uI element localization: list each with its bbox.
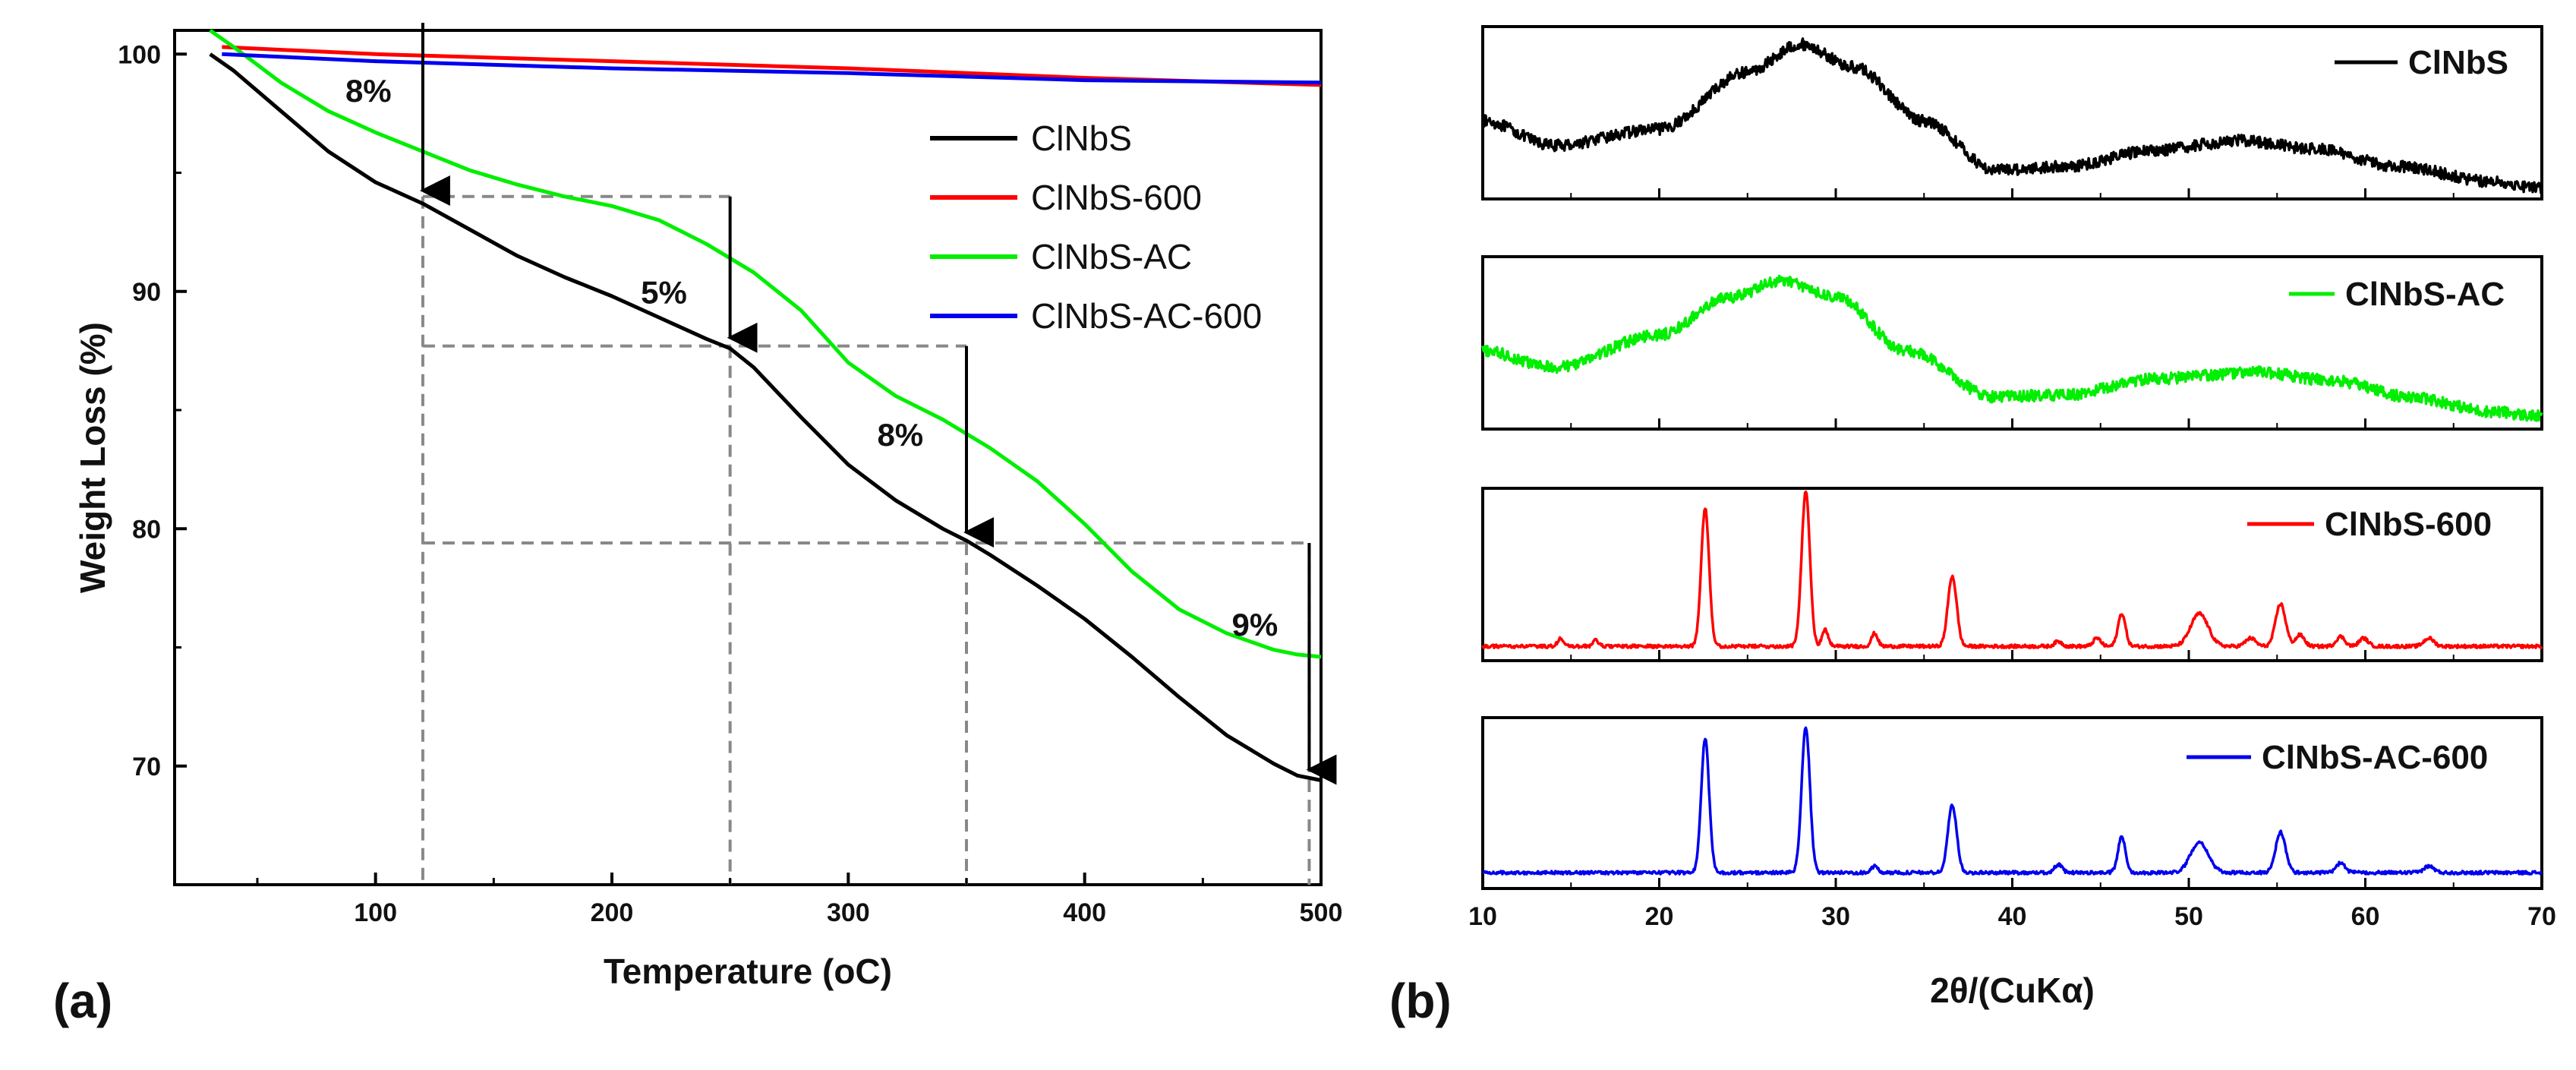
xrd-x-tick-label: 50 bbox=[2174, 902, 2203, 931]
legend-label-clnbs-ac-600: ClNbS-AC-600 bbox=[1031, 296, 1262, 336]
y-tick-label: 80 bbox=[132, 515, 161, 544]
y-tick-label: 90 bbox=[132, 278, 161, 307]
panel-a-series bbox=[209, 28, 1322, 782]
xrd-x-tick-label: 10 bbox=[1468, 902, 1497, 931]
panel-a-arrows bbox=[419, 23, 1337, 785]
x-tick-label: 500 bbox=[1300, 898, 1343, 927]
xrd-pattern-clnbs bbox=[1481, 37, 2543, 195]
xrd-pattern-clnbs-ac-600 bbox=[1482, 726, 2543, 876]
xrd-x-tick-label: 40 bbox=[1998, 902, 2027, 931]
y-tick-label: 100 bbox=[118, 40, 161, 69]
xrd-legend-label-clnbs-ac-600: ClNbS-AC-600 bbox=[2262, 739, 2488, 776]
xrd-x-tick-label: 70 bbox=[2527, 902, 2556, 931]
panel-a-label: (a) bbox=[53, 974, 112, 1028]
series-line-clnbs-ac-600 bbox=[222, 52, 1322, 85]
x-tick-label: 100 bbox=[354, 898, 397, 927]
xrd-legend-label-clnbs-ac: ClNbS-AC bbox=[2345, 276, 2505, 313]
series-line-clnbs-ac bbox=[209, 28, 1322, 659]
xrd-x-tick-label: 20 bbox=[1645, 902, 1674, 931]
xrd-pattern-clnbs-ac bbox=[1481, 274, 2543, 422]
y-tick-label: 70 bbox=[132, 753, 161, 781]
xrd-legend-label-clnbs: ClNbS bbox=[2408, 44, 2508, 81]
panel-a-y-axis-title: Weight Loss (%) bbox=[73, 322, 112, 593]
panel-b-ticks: 10 20 30 40 50 60 70 bbox=[1468, 902, 2556, 931]
weight-loss-percent-2: 8% bbox=[877, 417, 923, 453]
panel-a-reference-lines bbox=[421, 194, 1311, 885]
panel-b-xrd-chart: ClNbS ClNbS-AC ClNbS-600 ClNbS-AC-600 10 20 3… bbox=[1389, 25, 2556, 1028]
panel-b-series bbox=[1481, 37, 2543, 876]
series-line-clnbs bbox=[209, 52, 1322, 782]
xrd-legend-label-clnbs-600: ClNbS-600 bbox=[2325, 506, 2492, 543]
xrd-pattern-clnbs-600 bbox=[1481, 490, 2543, 649]
panel-b-legend: ClNbS ClNbS-AC ClNbS-600 ClNbS-AC-600 bbox=[2187, 44, 2508, 776]
panel-a-x-axis-title: Temperature (oC) bbox=[604, 952, 892, 991]
x-tick-label: 200 bbox=[591, 898, 634, 927]
x-tick-label: 300 bbox=[827, 898, 870, 927]
panel-b-subplot-frames bbox=[1481, 25, 2543, 890]
panel-a-annotations: 8% 5% 8% 9% bbox=[345, 73, 1278, 642]
panel-a-plot-frame bbox=[173, 29, 1323, 886]
xrd-x-tick-label: 30 bbox=[1821, 902, 1850, 931]
panel-a-ticks: 100 200 300 400 500 70 80 90 100 bbox=[118, 40, 1342, 927]
panel-b-label: (b) bbox=[1389, 974, 1452, 1028]
weight-loss-percent-0: 8% bbox=[345, 73, 392, 109]
panel-b-x-axis-title: 2θ/(CuKα) bbox=[1930, 971, 2095, 1010]
legend-label-clnbs-600: ClNbS-600 bbox=[1031, 178, 1202, 217]
panel-a-legend: ClNbS ClNbS-600 ClNbS-AC ClNbS-AC-600 bbox=[930, 118, 1262, 336]
weight-loss-percent-1: 5% bbox=[641, 274, 687, 310]
xrd-x-tick-label: 60 bbox=[2351, 902, 2380, 931]
x-tick-label: 400 bbox=[1063, 898, 1106, 927]
legend-label-clnbs-ac: ClNbS-AC bbox=[1031, 237, 1192, 276]
weight-loss-percent-3: 9% bbox=[1231, 607, 1278, 642]
legend-label-clnbs: ClNbS bbox=[1031, 118, 1132, 158]
